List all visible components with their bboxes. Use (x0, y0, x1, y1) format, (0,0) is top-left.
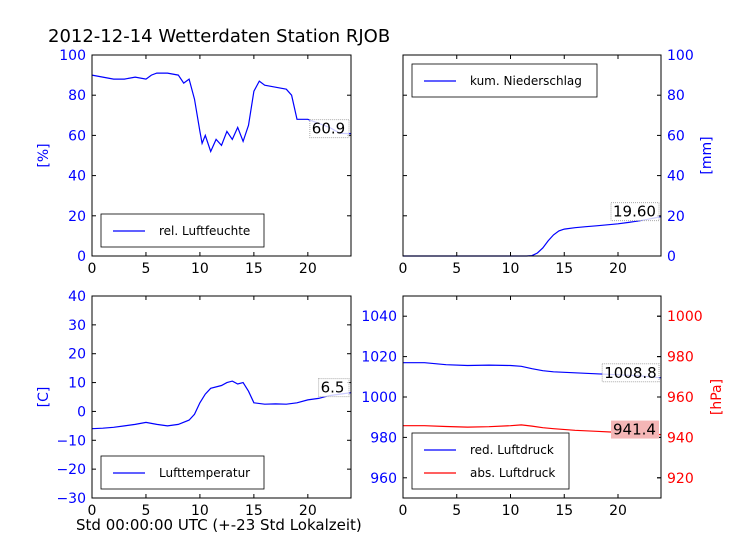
y2-tick-label: 960 (667, 390, 694, 406)
legend-entry: abs. Luftdruck (470, 466, 555, 480)
x-tick-label: 0 (399, 261, 408, 277)
y-tick-label: 80 (68, 88, 86, 104)
x-tick-label: 15 (245, 503, 263, 519)
y-tick-label: 20 (667, 209, 685, 225)
figure-title: 2012-12-14 Wetterdaten Station RJOB (48, 26, 391, 47)
y-tick-label: 60 (667, 128, 685, 144)
y-tick-label: 1020 (361, 350, 397, 366)
plot-frame (91, 54, 352, 257)
y-tick-label: 1040 (361, 309, 397, 325)
legend-entry: Lufttemperatur (159, 466, 250, 480)
legend-box (100, 213, 265, 248)
x-tick-label: 10 (502, 261, 520, 277)
value-label: 6.5 (321, 379, 345, 397)
value-label: 60.9 (312, 120, 345, 138)
y-tick-label: 100 (59, 48, 86, 64)
legend-entry: kum. Niederschlag (470, 74, 582, 88)
panel-top-left: 0 5 10 15 20 0 20 40 60 80 100 [%] 60.9 rel. Luftfeuc… (36, 48, 352, 277)
legend-entry: red. Luftdruck (470, 443, 554, 457)
y-tick-label: 40 (68, 289, 86, 305)
series-line-kum-niederschlag (403, 216, 662, 257)
y-tick-label: 980 (370, 430, 397, 446)
x-tick-label: 15 (555, 503, 573, 519)
value-label-box (318, 378, 350, 398)
y-tick-label: −20 (56, 462, 86, 478)
x-tick-label: 0 (399, 503, 408, 519)
legend: rel. Luftfeuchte (100, 213, 265, 248)
x-tick-label: 15 (555, 261, 573, 277)
y-axis-label: [C] (36, 387, 52, 408)
y-tick-label: 20 (68, 347, 86, 363)
x-tick-label: 5 (452, 261, 461, 277)
x-tick-label: 5 (141, 503, 150, 519)
y-tick-label: −30 (56, 491, 86, 507)
x-tick-label: 20 (299, 503, 317, 519)
y-tick-label: 80 (667, 88, 685, 104)
legend: kum. Niederschlag (411, 63, 598, 98)
value-label-box (611, 420, 659, 439)
y-tick-label: 40 (68, 169, 86, 185)
y-tick-label: −10 (56, 433, 86, 449)
y2-tick-label: 980 (667, 350, 694, 366)
y-axis-label: [%] (36, 143, 52, 167)
y-tick-label: 1000 (361, 390, 397, 406)
value-label-box (309, 119, 350, 139)
legend-box (411, 432, 570, 490)
plot-frame (91, 295, 352, 499)
y-tick-label: 0 (667, 249, 676, 265)
y-tick-label: 960 (370, 471, 397, 487)
value-label: 1008.8 (604, 364, 657, 382)
legend: Lufttemperatur (100, 455, 265, 490)
legend: red. Luftdruck abs. Luftdruck (411, 432, 570, 490)
y-tick-label: 0 (77, 404, 86, 420)
x-axis-caption: Std 00:00:00 UTC (+-23 Std Lokalzeit) (76, 516, 362, 534)
x-tick-label: 0 (88, 503, 97, 519)
plot-frame (402, 54, 662, 257)
y-axis-label: [mm] (699, 136, 715, 174)
legend-entry: rel. Luftfeuchte (159, 224, 250, 238)
value-label-box (610, 202, 660, 222)
x-tick-label: 10 (502, 503, 520, 519)
panel-top-right: 0 5 10 15 20 0 20 40 60 80 100 [mm] 19.60 kum. Nieder… (399, 48, 715, 277)
x-tick-label: 10 (191, 503, 209, 519)
y2-axis-label: [hPa] (709, 379, 725, 415)
y2-tick-label: 920 (667, 471, 694, 487)
x-tick-label: 5 (141, 261, 150, 277)
y-tick-label: 40 (667, 169, 685, 185)
y-tick-label: 0 (77, 249, 86, 265)
x-tick-label: 20 (609, 503, 627, 519)
panel-bottom-right: 0 5 10 15 20 960 980 1000 1020 1040 920 940 960 980 10… (361, 295, 725, 519)
series-line-abs-luftdruck (403, 424, 662, 436)
y-tick-label: 100 (667, 48, 694, 64)
x-tick-label: 20 (609, 261, 627, 277)
x-tick-label: 15 (245, 261, 263, 277)
series-line-lufttemperatur (91, 380, 352, 430)
x-tick-label: 10 (191, 261, 209, 277)
value-label-box (601, 363, 660, 383)
x-tick-label: 20 (299, 261, 317, 277)
y-tick-label: 10 (68, 376, 86, 392)
y-tick-label: 60 (68, 128, 86, 144)
y2-tick-label: 1000 (667, 309, 703, 325)
y-tick-label: 20 (68, 209, 86, 225)
series-line-rel-luftfeuchte (91, 72, 352, 154)
x-tick-label: 0 (88, 261, 97, 277)
x-tick-label: 5 (452, 503, 461, 519)
panel-bottom-left: 0 5 10 15 20 −30 −20 −10 0 10 20 30 40 [C] 6.5 Lufttemp… (36, 289, 352, 519)
y2-tick-label: 940 (667, 430, 694, 446)
value-label: 941.4 (613, 421, 656, 439)
value-label: 19.60 (613, 203, 656, 221)
y-tick-label: 30 (68, 318, 86, 334)
